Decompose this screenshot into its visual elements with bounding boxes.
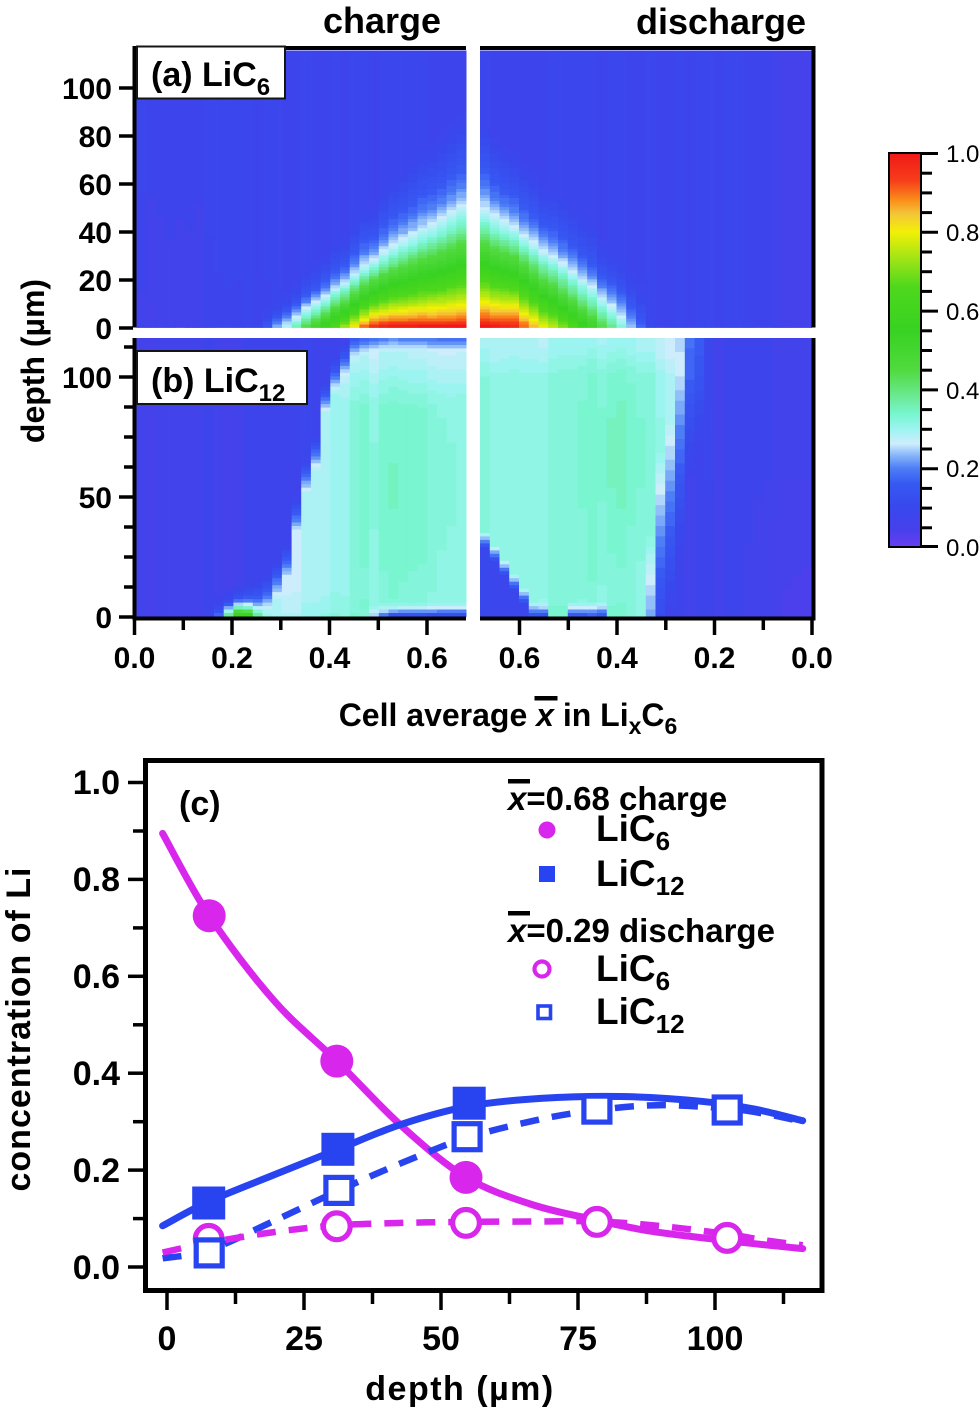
svg-text:0.8: 0.8 xyxy=(946,220,979,247)
svg-text:75: 75 xyxy=(559,1320,597,1358)
svg-text:0.6: 0.6 xyxy=(406,642,448,675)
svg-text:x=0.68 charge: x=0.68 charge xyxy=(506,780,727,817)
svg-text:0.0: 0.0 xyxy=(114,642,156,675)
svg-text:100: 100 xyxy=(62,73,112,106)
svg-text:0.6: 0.6 xyxy=(499,642,541,675)
svg-text:(c): (c) xyxy=(179,785,221,823)
svg-text:1.0: 1.0 xyxy=(73,764,120,802)
svg-text:0.6: 0.6 xyxy=(946,299,979,326)
svg-text:0.0: 0.0 xyxy=(73,1249,120,1287)
svg-text:Cell average x in LixC6: Cell average x in LixC6 xyxy=(339,697,678,739)
svg-text:0.4: 0.4 xyxy=(73,1055,120,1093)
svg-text:LiC6: LiC6 xyxy=(596,948,670,996)
svg-text:0.0: 0.0 xyxy=(946,535,979,562)
svg-text:20: 20 xyxy=(79,265,112,298)
svg-text:charge: charge xyxy=(323,0,441,41)
svg-text:60: 60 xyxy=(79,169,112,202)
svg-text:0.4: 0.4 xyxy=(596,642,638,675)
svg-text:100: 100 xyxy=(62,362,112,395)
svg-text:50: 50 xyxy=(79,482,112,515)
svg-text:0.2: 0.2 xyxy=(211,642,253,675)
svg-text:0.2: 0.2 xyxy=(73,1152,120,1190)
svg-text:LiC12: LiC12 xyxy=(596,853,685,901)
svg-text:40: 40 xyxy=(79,217,112,250)
svg-text:0.0: 0.0 xyxy=(791,642,833,675)
svg-text:25: 25 xyxy=(285,1320,323,1358)
svg-text:1.0: 1.0 xyxy=(946,141,979,168)
svg-text:depth (µm): depth (µm) xyxy=(15,279,51,443)
svg-text:0.8: 0.8 xyxy=(73,861,120,899)
svg-text:0.4: 0.4 xyxy=(309,642,351,675)
svg-text:0: 0 xyxy=(95,602,112,635)
svg-text:80: 80 xyxy=(79,121,112,154)
svg-text:depth (µm): depth (µm) xyxy=(365,1370,554,1408)
svg-text:0: 0 xyxy=(95,313,112,346)
svg-text:discharge: discharge xyxy=(636,1,806,42)
svg-text:concentration of Li: concentration of Li xyxy=(0,867,38,1192)
svg-text:50: 50 xyxy=(422,1320,460,1358)
svg-text:100: 100 xyxy=(687,1320,744,1358)
svg-text:0.4: 0.4 xyxy=(946,378,979,405)
svg-text:0.6: 0.6 xyxy=(73,958,120,996)
svg-text:x=0.29 discharge: x=0.29 discharge xyxy=(506,912,775,949)
svg-text:(a) LiC6: (a) LiC6 xyxy=(151,56,270,101)
svg-text:0.2: 0.2 xyxy=(946,456,979,483)
svg-text:0: 0 xyxy=(158,1320,177,1358)
svg-text:0.2: 0.2 xyxy=(694,642,736,675)
